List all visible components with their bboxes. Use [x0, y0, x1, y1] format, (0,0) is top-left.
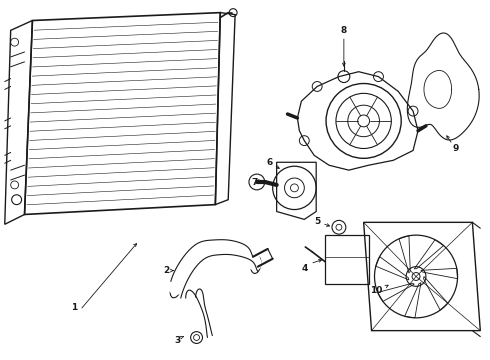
Text: 3: 3 — [174, 336, 181, 345]
Text: 6: 6 — [267, 158, 273, 167]
Text: 5: 5 — [314, 217, 320, 226]
Text: 8: 8 — [341, 26, 347, 35]
Text: 9: 9 — [452, 144, 459, 153]
Text: 7: 7 — [252, 179, 258, 188]
Text: 1: 1 — [71, 303, 77, 312]
Text: 2: 2 — [163, 266, 169, 275]
Text: 10: 10 — [370, 286, 383, 295]
Text: 4: 4 — [301, 264, 308, 273]
